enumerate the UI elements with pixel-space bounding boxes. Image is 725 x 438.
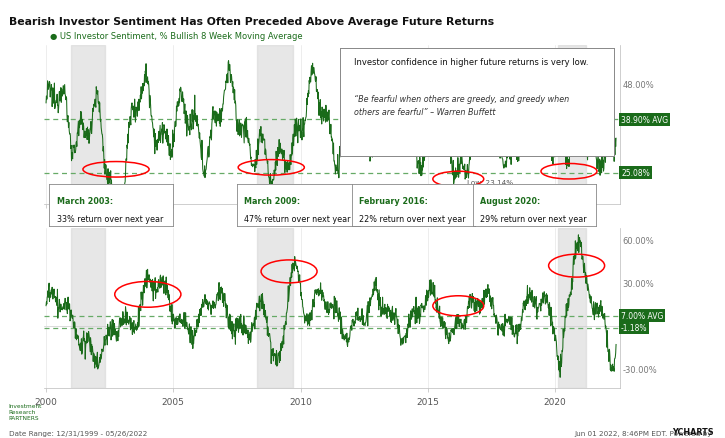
Text: 38.90% AVG: 38.90% AVG xyxy=(621,116,668,124)
Text: Low: 23.14%: Low: 23.14% xyxy=(467,180,513,186)
Text: 25.08%: 25.08% xyxy=(621,169,650,178)
Bar xyxy=(558,229,586,388)
Text: YCHARTS: YCHARTS xyxy=(673,427,714,436)
Bar xyxy=(257,229,293,388)
Text: Investment
Research
PARTNERS: Investment Research PARTNERS xyxy=(9,403,42,420)
Text: -1.18%: -1.18% xyxy=(621,323,647,332)
Text: ● S&P 500 1 Year Return: ● S&P 500 1 Year Return xyxy=(51,213,154,223)
Text: Date Range: 12/31/1999 - 05/26/2022: Date Range: 12/31/1999 - 05/26/2022 xyxy=(9,430,147,436)
Text: August 2020:: August 2020: xyxy=(480,197,541,206)
Text: Jun 01 2022, 8:46PM EDT. Powered by: Jun 01 2022, 8:46PM EDT. Powered by xyxy=(574,430,714,436)
Bar xyxy=(257,46,293,205)
Bar xyxy=(72,229,104,388)
Text: Bearish Investor Sentiment Has Often Preceded Above Average Future Returns: Bearish Investor Sentiment Has Often Pre… xyxy=(9,17,494,27)
Text: 33% return over next year: 33% return over next year xyxy=(57,214,163,223)
Text: 47% return over next year: 47% return over next year xyxy=(244,214,350,223)
Bar xyxy=(558,46,586,205)
Text: March 2003:: March 2003: xyxy=(57,197,113,206)
Text: 29% return over next year: 29% return over next year xyxy=(480,214,587,223)
Text: 7.00% AVG: 7.00% AVG xyxy=(621,311,663,321)
Text: March 2009:: March 2009: xyxy=(244,197,300,206)
Text: 22% return over next year: 22% return over next year xyxy=(360,214,466,223)
Text: ● US Investor Sentiment, % Bullish 8 Week Moving Average: ● US Investor Sentiment, % Bullish 8 Wee… xyxy=(51,32,303,40)
Text: February 2016:: February 2016: xyxy=(360,197,428,206)
Bar xyxy=(72,46,104,205)
